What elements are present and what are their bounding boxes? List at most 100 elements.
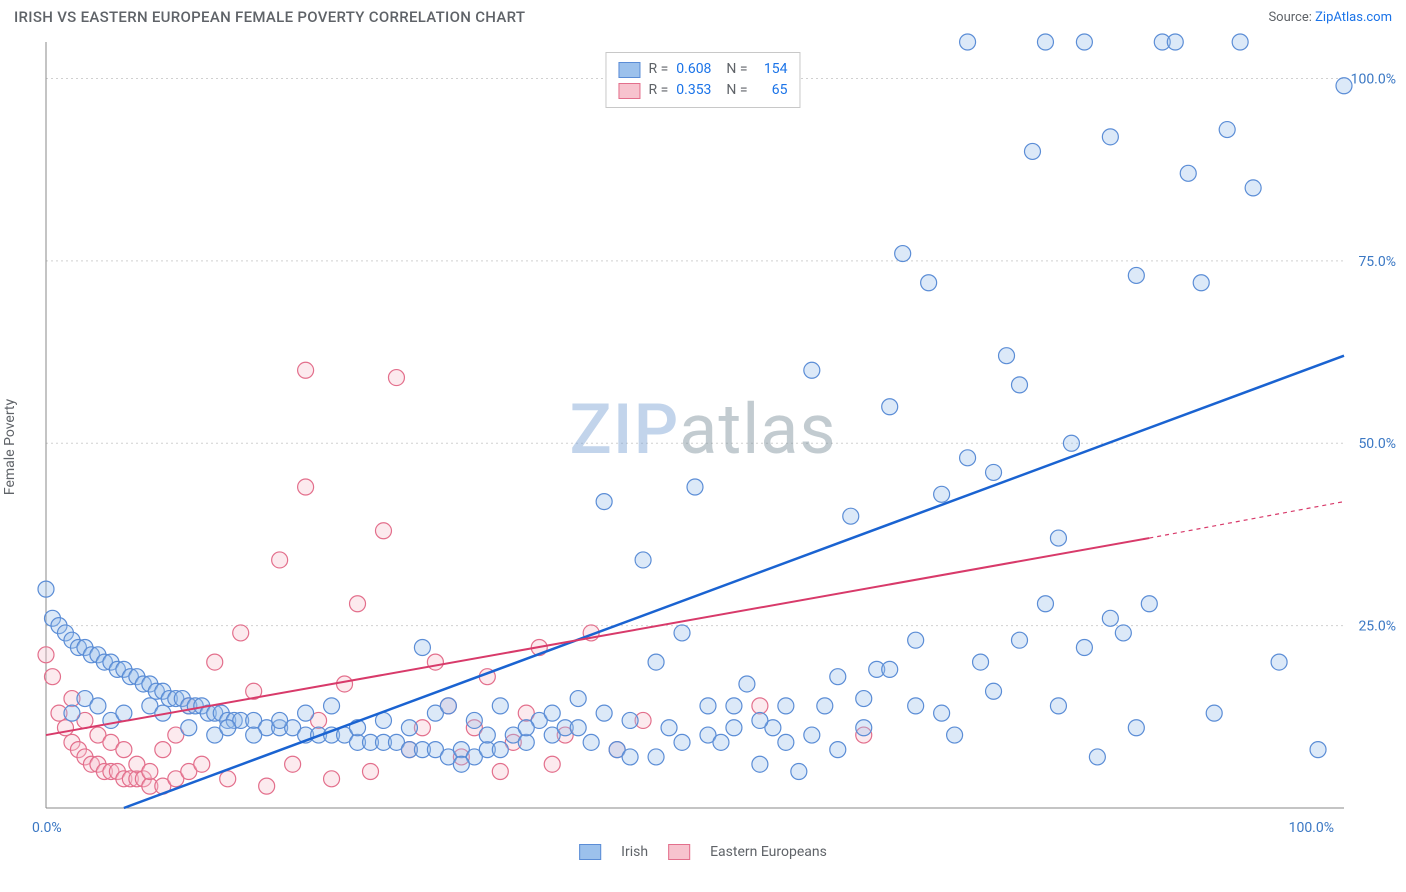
data-point-irish [622,749,638,765]
data-point-eastern [220,771,236,787]
data-point-irish [1128,720,1144,736]
data-point-eastern [194,756,210,772]
data-point-irish [1180,165,1196,181]
y-tick-label: 25.0% [1358,619,1396,635]
data-point-irish [479,727,495,743]
data-point-eastern [337,676,353,692]
legend-swatch [579,844,601,860]
data-point-irish [570,691,586,707]
data-point-irish [908,698,924,714]
data-point-irish [999,348,1015,364]
data-point-irish [1219,122,1235,138]
legend-swatch [618,83,640,99]
data-point-irish [1271,654,1287,670]
data-point-irish [1336,78,1352,94]
data-point-irish [1128,267,1144,283]
data-point-irish [713,734,729,750]
source-prefix: Source: [1268,10,1311,25]
data-point-eastern [44,669,60,685]
data-point-eastern [259,778,275,794]
data-point-irish [596,705,612,721]
y-tick-label: 100.0% [1351,71,1396,87]
legend-swatch [618,62,640,78]
data-point-irish [440,698,456,714]
legend-r-label: R = [648,80,668,101]
data-point-eastern [142,764,158,780]
data-point-irish [856,691,872,707]
y-axis-label: Female Poverty [2,399,18,495]
data-point-irish [1037,34,1053,50]
data-point-irish [934,705,950,721]
data-point-irish [1076,34,1092,50]
stats-legend: R =0.608 N =154R =0.353 N =65 [605,52,800,108]
legend-r-value: 0.608 [676,59,711,80]
header: IRISH VS EASTERN EUROPEAN FEMALE POVERTY… [0,0,1406,32]
data-point-irish [856,720,872,736]
data-point-irish [661,720,677,736]
data-point-eastern [544,756,560,772]
chart-title: IRISH VS EASTERN EUROPEAN FEMALE POVERTY… [14,8,525,26]
data-point-irish [921,275,937,291]
data-point-irish [739,676,755,692]
data-point-irish [843,508,859,524]
data-point-irish [1232,34,1248,50]
data-point-irish [752,712,768,728]
data-point-eastern [324,771,340,787]
data-point-irish [1063,435,1079,451]
data-point-eastern [492,764,508,780]
legend-n-value: 154 [756,59,788,80]
data-point-irish [1206,705,1222,721]
data-point-irish [778,698,794,714]
data-point-irish [960,450,976,466]
data-point-irish [960,34,976,50]
data-point-irish [778,734,794,750]
data-point-eastern [298,479,314,495]
data-point-irish [947,727,963,743]
data-point-irish [492,698,508,714]
data-point-irish [817,698,833,714]
data-point-eastern [375,523,391,539]
data-point-irish [596,494,612,510]
data-point-irish [1167,34,1183,50]
legend-r-label: R = [648,59,668,80]
data-point-irish [895,246,911,262]
data-point-irish [1012,377,1028,393]
legend-series-label: Eastern Europeans [710,844,827,860]
data-point-irish [583,734,599,750]
data-point-irish [1245,180,1261,196]
data-point-irish [1310,742,1326,758]
data-point-eastern [207,654,223,670]
data-point-irish [1050,698,1066,714]
data-point-irish [973,654,989,670]
data-point-irish [414,640,430,656]
data-point-irish [1115,625,1131,641]
data-point-eastern [285,756,301,772]
legend-n-label: N = [719,59,747,80]
legend-series-label: Irish [621,844,648,860]
data-point-eastern [233,625,249,641]
data-point-irish [726,720,742,736]
data-point-eastern [116,742,132,758]
data-point-irish [1089,749,1105,765]
data-point-irish [687,479,703,495]
data-point-irish [1141,596,1157,612]
data-point-irish [882,661,898,677]
trend-line-eastern [46,538,1149,735]
data-point-irish [986,683,1002,699]
data-point-irish [1050,530,1066,546]
x-tick-right: 100.0% [1289,820,1334,836]
data-point-irish [518,720,534,736]
data-point-irish [272,712,288,728]
data-point-irish [181,720,197,736]
data-point-irish [635,552,651,568]
data-point-irish [1102,129,1118,145]
data-point-irish [1193,275,1209,291]
data-point-irish [752,756,768,772]
legend-n-label: N = [719,80,747,101]
data-point-eastern [752,698,768,714]
data-point-irish [518,734,534,750]
data-point-irish [674,625,690,641]
data-point-irish [700,698,716,714]
data-point-eastern [38,647,54,663]
source-link[interactable]: ZipAtlas.com [1315,10,1392,25]
